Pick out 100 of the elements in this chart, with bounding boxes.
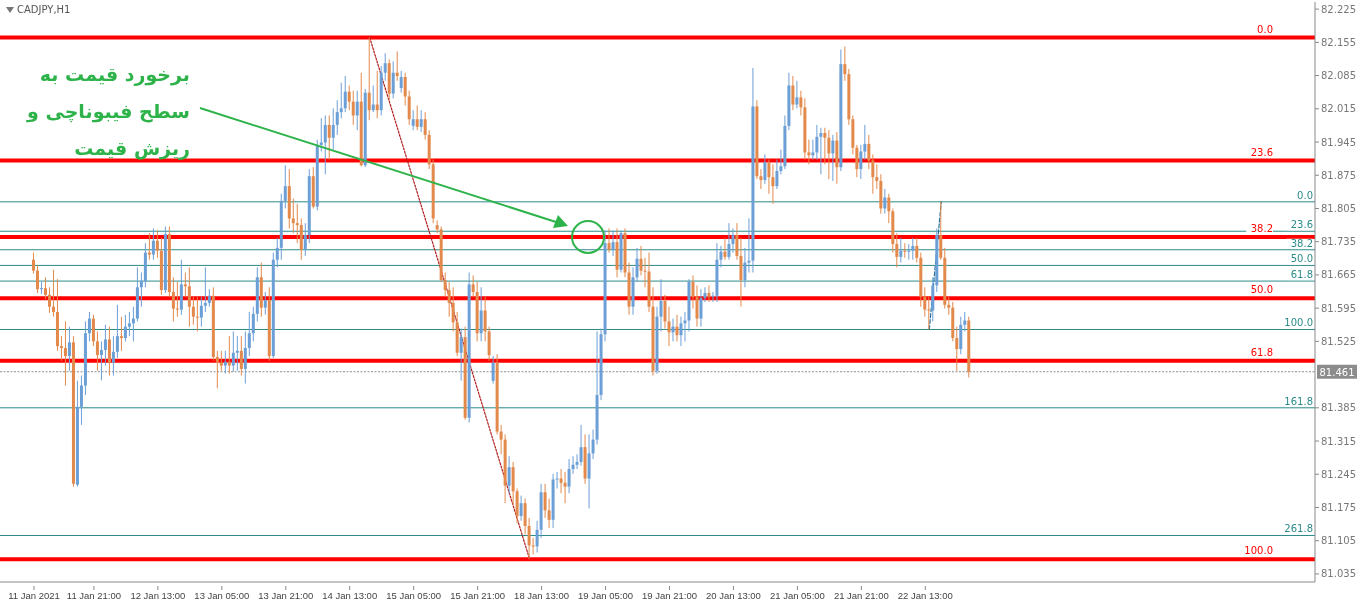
- candlestick: [775, 159, 779, 190]
- candlestick: [907, 243, 911, 261]
- candlestick: [155, 229, 159, 259]
- candlestick: [47, 286, 51, 314]
- candlestick: [231, 330, 235, 373]
- candlestick: [183, 272, 187, 298]
- y-tick-label: 81.805: [1321, 203, 1356, 215]
- x-tick-label: 15 Jan 21:00: [450, 590, 506, 601]
- y-tick-label: 81.175: [1321, 502, 1356, 514]
- candlestick: [963, 311, 967, 332]
- candlestick: [395, 50, 399, 82]
- annotation: برخورد قیمت به سطح فیبوناچی و ریزش قیمت: [25, 62, 190, 162]
- candlestick: [743, 247, 747, 288]
- y-tick-label: 81.035: [1321, 568, 1356, 580]
- candlestick: [707, 284, 711, 303]
- candlestick: [699, 288, 703, 328]
- y-tick-label: 81.245: [1321, 468, 1356, 480]
- candlestick: [415, 104, 419, 131]
- candlestick: [367, 37, 371, 121]
- y-tick-label: 81.385: [1321, 402, 1356, 414]
- candlestick: [895, 232, 899, 268]
- candlestick: [567, 458, 571, 494]
- candlestick: [795, 80, 799, 109]
- annotation: 0.0: [1297, 189, 1313, 201]
- x-tick-label: 19 Jan 21:00: [642, 590, 697, 601]
- candlestick: [507, 455, 511, 494]
- y-tick-label: 82.225: [1321, 3, 1356, 15]
- candlestick: [867, 134, 871, 170]
- candlestick: [43, 276, 47, 300]
- annotation: 0.0: [1257, 23, 1273, 35]
- candlestick: [323, 114, 327, 175]
- candlestick: [51, 269, 55, 318]
- candlestick: [859, 144, 863, 180]
- candlestick: [79, 375, 83, 426]
- candlestick: [663, 294, 667, 330]
- candlestick: [291, 198, 295, 234]
- candlestick: [223, 350, 227, 375]
- candlestick: [247, 311, 251, 357]
- candlestick: [923, 286, 927, 318]
- candlestick: [823, 127, 827, 165]
- y-tick-label: 81.315: [1321, 435, 1356, 447]
- candlestick: [295, 203, 299, 244]
- candlestick: [343, 75, 347, 113]
- candlestick: [887, 193, 891, 224]
- candlestick: [335, 99, 339, 136]
- candlestick: [123, 314, 127, 342]
- y-tick-label: 81.875: [1321, 169, 1356, 181]
- candlestick: [675, 314, 679, 342]
- x-tick-label: 21 Jan 05:00: [769, 590, 825, 601]
- candlestick: [275, 237, 279, 268]
- candlestick: [827, 129, 831, 180]
- candlestick: [99, 340, 103, 381]
- candlestick: [831, 134, 835, 182]
- candlestick: [451, 286, 455, 332]
- annotation: 100.0: [1284, 317, 1313, 329]
- candlestick: [423, 111, 427, 141]
- candlestick: [319, 117, 323, 153]
- candlestick: [303, 222, 307, 257]
- y-tick-label: 81.735: [1321, 236, 1356, 248]
- candlestick: [251, 306, 255, 342]
- candlestick: [883, 188, 887, 215]
- candlestick: [115, 304, 119, 359]
- candlestick: [87, 311, 91, 342]
- x-tick-label: 13 Jan 21:00: [258, 590, 314, 601]
- y-tick-label: 82.155: [1321, 36, 1356, 48]
- candlestick: [331, 107, 335, 151]
- candlestick: [191, 296, 195, 326]
- candlestick: [127, 311, 131, 337]
- annotation: 38.2: [1250, 222, 1273, 234]
- candlestick: [39, 281, 43, 295]
- candlestick: [67, 326, 71, 372]
- candlestick: [351, 90, 355, 126]
- candlestick: [491, 355, 495, 385]
- candlestick: [459, 328, 463, 382]
- candlestick: [339, 82, 343, 119]
- candlestick: [171, 276, 175, 322]
- x-tick-label: 21 Jan 21:00: [833, 590, 889, 601]
- candlestick: [283, 164, 287, 209]
- x-tick-label: 22 Jan 13:00: [897, 590, 953, 601]
- candlestick: [203, 266, 207, 313]
- candlestick: [443, 272, 447, 298]
- candlestick: [939, 201, 943, 261]
- candlestick: [347, 85, 351, 111]
- x-tick-label: 20 Jan 13:00: [705, 590, 761, 601]
- annotation: 23.6: [1250, 146, 1273, 158]
- candlestick: [579, 424, 583, 467]
- candlestick: [215, 350, 219, 389]
- x-tick-label: 12 Jan 13:00: [130, 590, 186, 601]
- candlestick: [607, 227, 611, 254]
- candlestick: [479, 286, 483, 342]
- candlestick: [355, 90, 359, 131]
- candlestick: [403, 72, 407, 106]
- candlestick: [63, 320, 67, 386]
- candlestick: [811, 139, 815, 161]
- candlestick: [411, 109, 415, 131]
- candlestick: [199, 296, 203, 328]
- candlestick: [727, 222, 731, 261]
- candlestick: [419, 109, 423, 133]
- candlestick: [91, 314, 95, 347]
- candlestick: [947, 296, 951, 316]
